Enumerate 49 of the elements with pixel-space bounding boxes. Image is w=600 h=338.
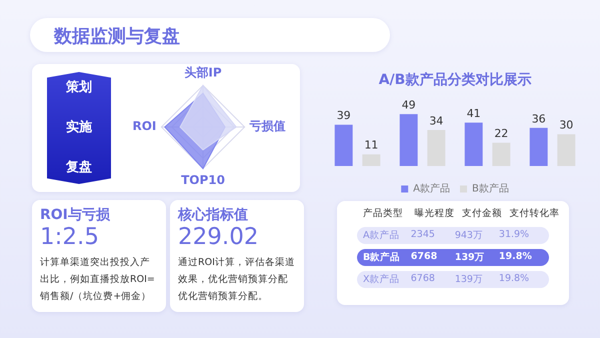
text: 实施 (65, 118, 93, 137)
text: 31.9% (498, 229, 530, 240)
bar (557, 134, 576, 166)
legend-label: A款产品 (413, 182, 450, 195)
text: 计算单渠道突出投投入产出比，例如直播投放ROI=销售额/（坑位费+佣金） (40, 256, 156, 304)
bar (492, 142, 510, 166)
text: 19.8% (498, 251, 532, 262)
data-label: 22 (494, 127, 508, 140)
bar (464, 122, 483, 166)
data-label: 34 (429, 114, 444, 128)
text: 229.02 (178, 224, 260, 250)
spoke-label: 头部IP (184, 65, 222, 80)
data-label: 41 (466, 106, 481, 120)
text: 2345 (410, 229, 435, 240)
category-label: 产品类型 (363, 207, 404, 220)
legend-label: B款产品 (472, 182, 509, 195)
category-label: X款产品 (363, 274, 400, 285)
text: 139万 (454, 252, 485, 263)
data-label: 30 (559, 118, 574, 132)
data-label: 11 (364, 138, 378, 152)
text: 6768 (410, 251, 438, 262)
category-label: A款产品 (363, 230, 400, 241)
text: ROI与亏损 (40, 206, 111, 224)
text: 通过ROI计算，评估各渠道效果，优化营销预算分配优化营销预算分配。 (178, 256, 296, 304)
text: 复盘 (65, 159, 93, 177)
bar (362, 154, 380, 166)
bar (334, 124, 353, 166)
category-label: B款产品 (363, 252, 400, 263)
spoke-label: TOP10 (181, 172, 225, 187)
bar (530, 128, 548, 166)
text: 数据监测与复盘 (54, 25, 180, 48)
data-label: 39 (336, 109, 351, 122)
text: 1:2.5 (40, 224, 100, 250)
bar (427, 130, 446, 166)
category-label: 支付转化率 (510, 207, 561, 220)
spoke-label: 亏损值 (248, 119, 286, 134)
data-label: 49 (402, 98, 416, 112)
text: 139万 (454, 274, 483, 285)
data-label: 36 (532, 112, 546, 126)
text: 943万 (454, 230, 483, 241)
text: 核心指标值 (178, 206, 249, 224)
text: 6768 (410, 273, 435, 284)
spoke-label: ROI (132, 119, 156, 134)
text: 策划 (65, 79, 93, 97)
category-label: 曝光程度 (414, 207, 456, 220)
chart-title: A/B款产品分类对比展示 (378, 71, 532, 88)
category-label: 支付金额 (462, 207, 504, 220)
bar (400, 114, 418, 166)
text: 19.8% (498, 273, 530, 284)
